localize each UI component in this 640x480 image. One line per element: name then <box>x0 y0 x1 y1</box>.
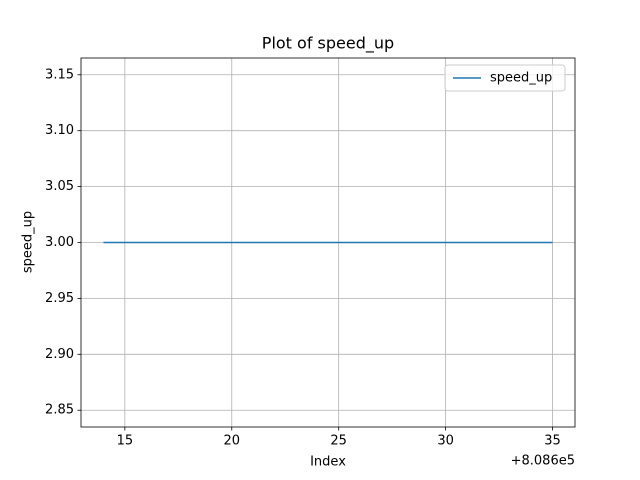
x-tick-label: 30 <box>437 434 454 449</box>
x-axis-label: Index <box>310 455 346 470</box>
y-tick-label: 3.00 <box>45 235 74 250</box>
y-tick-label: 3.15 <box>45 67 74 82</box>
x-tick-label: 20 <box>223 434 240 449</box>
y-tick-label: 2.95 <box>45 291 74 306</box>
chart-title: Plot of speed_up <box>262 34 394 54</box>
x-tick-label: 15 <box>117 434 134 449</box>
y-tick-label: 2.85 <box>45 403 74 418</box>
x-offset-label: +8.086e5 <box>511 454 575 469</box>
y-axis-label: speed_up <box>21 211 36 273</box>
y-tick-label: 2.90 <box>45 347 74 362</box>
y-tick-label: 3.05 <box>45 179 74 194</box>
x-tick-label: 35 <box>544 434 561 449</box>
plot-layer <box>81 58 575 427</box>
x-tick-label: 25 <box>330 434 347 449</box>
legend-box <box>444 64 566 92</box>
legend-label: speed_up <box>490 71 552 86</box>
y-tick-label: 3.10 <box>45 123 74 138</box>
